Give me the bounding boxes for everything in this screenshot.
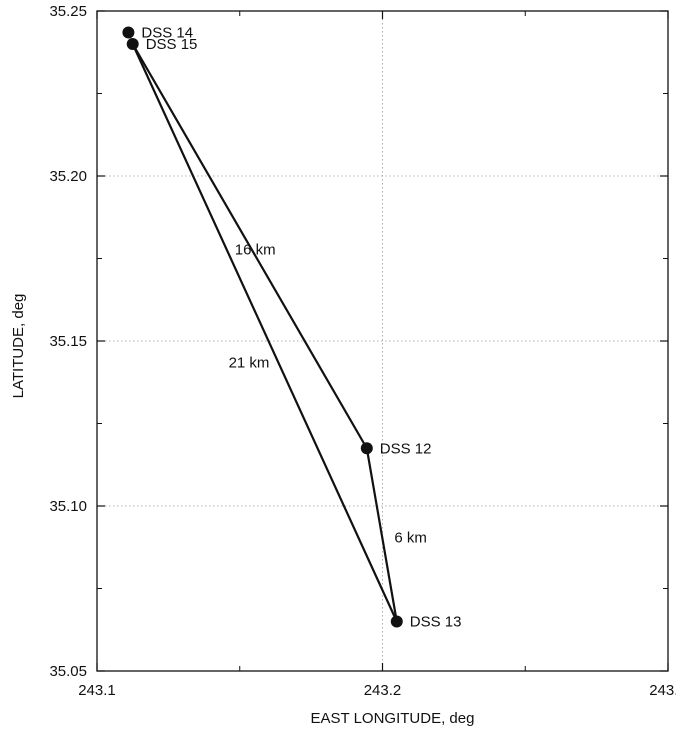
axis-ticks: 35.05 35.10 35.15 35.20 35.25 243.1 243.2 243.3 [49,3,676,699]
baseline-segment [131,43,398,622]
x-tick-label: 243.1 [78,682,116,699]
baseline-distance-label: 21 km [229,354,270,371]
station-label: DSS 13 [410,614,462,631]
y-tick-label: 35.20 [49,168,87,185]
station-point [390,615,403,628]
x-axis-label: EAST LONGITUDE, deg [311,710,475,727]
station-label: DSS 14 [141,24,193,41]
grid [97,11,668,671]
baseline-segment [131,43,368,449]
station-point [360,442,373,455]
x-tick-label: 243.2 [364,682,402,699]
station-label: DSS 12 [380,440,432,457]
x-tick-label: 243.3 [649,682,676,699]
y-axis-label: LATITUDE, deg [10,294,27,399]
station-point [122,26,135,39]
baseline-distance-label: 16 km [235,241,276,258]
station-label: DSS 15 [146,36,198,53]
y-tick-label: 35.25 [49,3,87,20]
y-tick-label: 35.15 [49,333,87,350]
y-tick-label: 35.05 [49,663,87,680]
baseline-distance-label: 6 km [394,529,427,546]
y-tick-label: 35.10 [49,498,87,515]
station-point [126,38,139,50]
baselines: 16 km 21 km 6 km [131,43,427,622]
baseline-segment [365,448,398,622]
